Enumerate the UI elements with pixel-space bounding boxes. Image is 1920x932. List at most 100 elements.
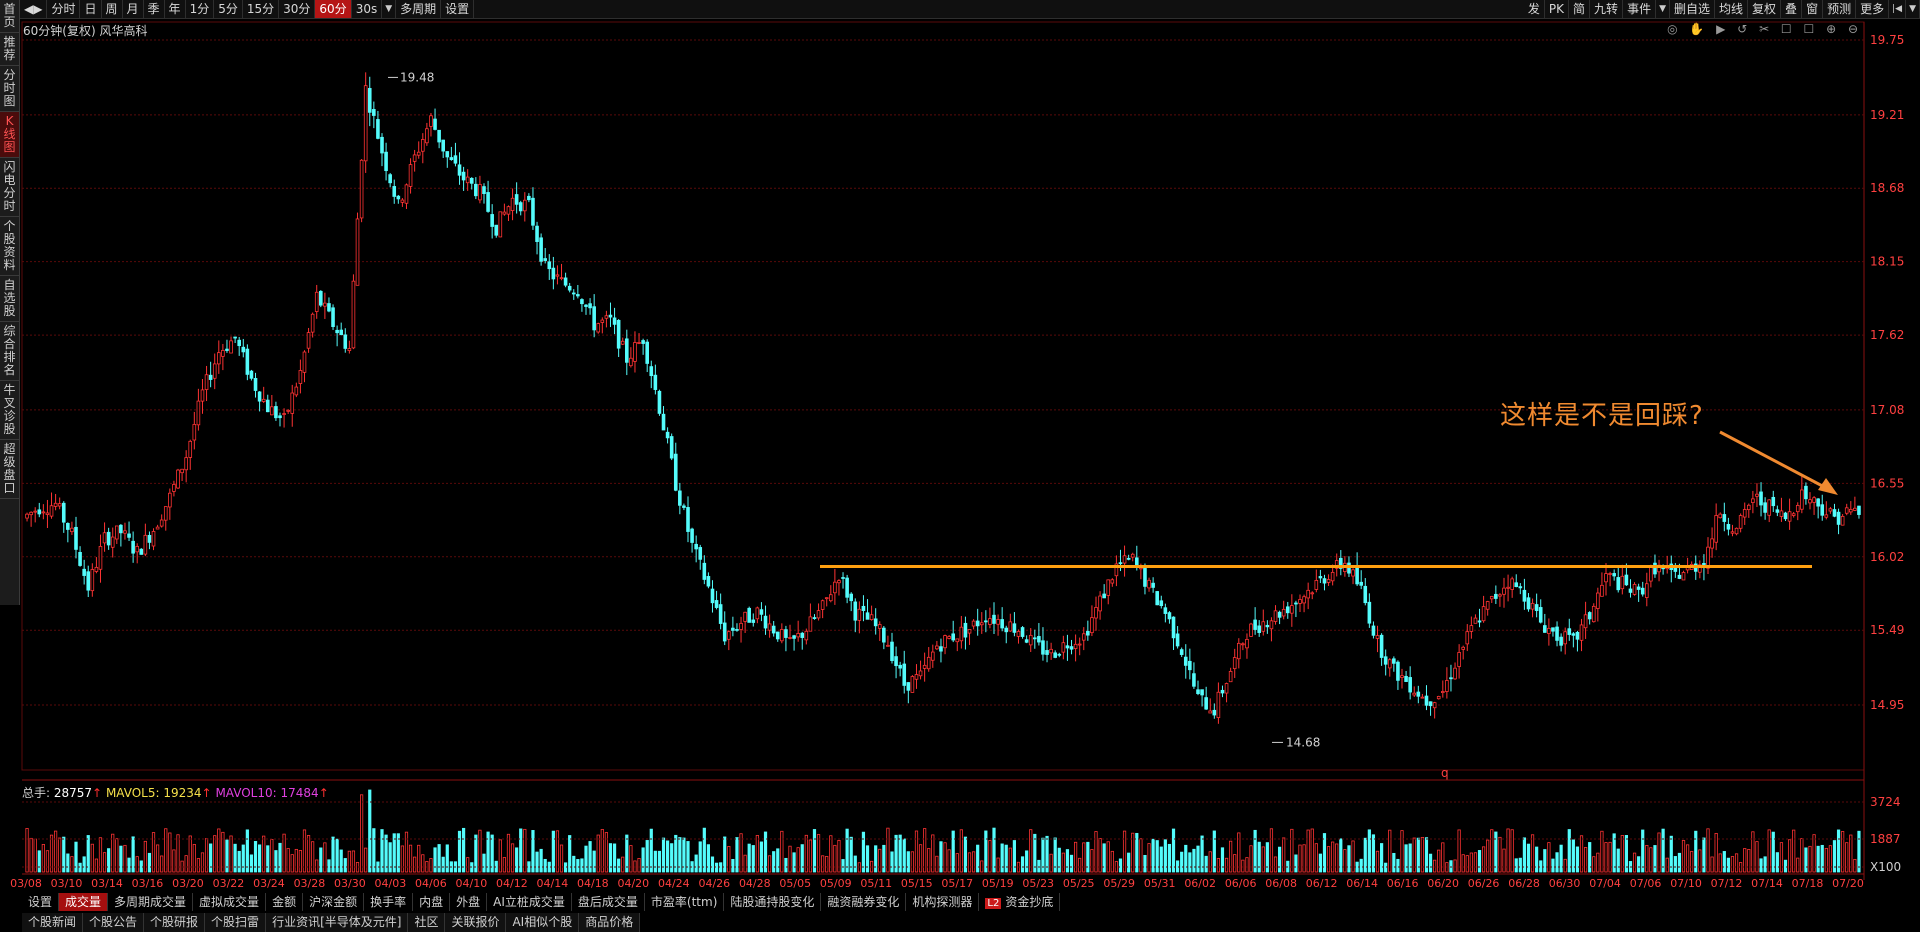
left-nav-item[interactable]: 个股资料 [0,217,19,276]
volume-bar [633,860,637,873]
news-tab[interactable]: 个股扫雷 [205,913,267,932]
indicator-tab[interactable]: 虚拟成交量 [193,893,267,911]
candle-body [861,605,866,611]
period-button[interactable]: 分时 [47,0,81,18]
indicator-tab[interactable]: 融资融券变化 [821,893,907,911]
candle-body [82,568,86,576]
news-tab[interactable]: AI相似个股 [506,913,580,932]
candle-body [1547,627,1551,634]
period-button[interactable]: 周 [102,0,123,18]
candle-body [376,119,380,139]
volume-bar [233,843,237,873]
candle-body [1518,586,1523,589]
tool-button[interactable]: 更多 [1856,0,1890,18]
candle-body [714,600,719,608]
left-nav-item[interactable]: 闪电分时 [0,158,19,217]
volume-bar [1188,852,1192,873]
candle-body [1094,607,1098,619]
news-tab[interactable]: 个股公告 [83,913,145,932]
volume-bar [886,827,890,873]
news-tab[interactable]: 个股新闻 [22,913,84,932]
candle-body [245,348,250,375]
tool-button[interactable]: 窗 [1802,0,1824,18]
news-tab[interactable]: 社区 [408,913,446,932]
period-button[interactable]: 设置 [441,0,475,18]
candle-body [1118,562,1123,565]
period-button[interactable]: 日 [80,0,102,18]
indicator-tab[interactable]: AI立桩成交量 [487,893,572,911]
indicator-tab[interactable]: 内盘 [413,893,451,911]
period-button[interactable]: 5分 [214,0,243,18]
period-button[interactable]: 月 [123,0,144,18]
left-nav-item[interactable]: 牛叉诊股 [0,381,19,440]
menu-toggle-icon[interactable]: ◀▶ [20,0,48,18]
left-nav-item[interactable]: 分时图 [0,66,19,112]
candle-body [612,317,617,325]
tool-button[interactable]: 简 [1569,0,1591,18]
indicator-tab[interactable]: 外盘 [450,893,488,911]
volume-bar [686,841,690,873]
tool-button[interactable]: 复权 [1748,0,1782,18]
volume-bar [1090,849,1094,873]
chart-tool-icons[interactable]: ◎ ✋ ▶ ↺ ✂ ☐ ☐ ⊕ ⊖ [1667,22,1862,36]
tool-button[interactable]: PK [1545,0,1570,18]
news-tab[interactable]: 行业资讯[半导体及元件] [266,913,409,932]
news-tab[interactable]: 个股研报 [144,913,206,932]
candle-body [343,334,348,349]
indicator-tab[interactable]: 沪深金额 [303,893,365,911]
indicator-tab[interactable]: 陆股通持股变化 [724,893,822,911]
indicator-tab[interactable]: 机构探测器 [906,893,980,911]
left-nav-item[interactable]: 自选股 [0,276,19,322]
event-dropdown-icon[interactable]: ▼ [1656,0,1670,18]
indicator-tab[interactable]: 成交量 [59,893,109,911]
candle-body [1775,509,1780,513]
candle-body [1759,491,1763,506]
candle-body [1392,658,1396,664]
period-button[interactable]: 年 [165,0,186,18]
candle-body [1445,680,1449,692]
volume-bar [763,831,768,873]
tool-button[interactable]: 事件 [1623,0,1657,18]
indicator-tab[interactable]: 金额 [266,893,304,911]
left-nav-item[interactable]: 综合排名 [0,322,19,381]
tool-button[interactable]: 发 [1524,0,1545,18]
period-button[interactable]: 30分 [279,0,316,18]
tool-button[interactable]: 均线 [1715,0,1749,18]
x-tick-label: 05/17 [941,877,973,890]
period-button[interactable]: 30s [352,0,383,18]
left-nav-item[interactable]: 推荐 [0,33,19,66]
news-tab[interactable]: 关联报价 [445,913,507,932]
left-nav-item[interactable]: 超级盘口 [0,440,19,499]
volume-bar [927,848,931,873]
dropdown-icon[interactable]: ▼ [1906,0,1920,18]
left-nav-item[interactable]: 首页 [0,0,19,33]
candle-body [1151,582,1155,588]
tool-button[interactable]: 九转 [1590,0,1624,18]
indicator-tab[interactable]: L2 资金抄底 [979,893,1061,911]
y-tick-label: 16.02 [1870,550,1904,564]
collapse-icon[interactable]: |◀ [1889,0,1907,18]
tool-button[interactable]: 叠 [1781,0,1803,18]
indicator-tab[interactable]: 市盈率(ttm) [645,893,725,911]
candle-body [682,505,686,508]
candle-body [282,413,286,415]
indicator-tabs: 设置 成交量 多周期成交量 虚拟成交量 金额 沪深金额 换手率 内盘 外盘 AI立桩成交量 盘后成交… [22,893,1061,912]
tool-button[interactable]: 删自选 [1670,0,1716,18]
period-button[interactable]: 季 [144,0,165,18]
candle-body [1379,634,1384,658]
indicator-tab[interactable]: 盘后成交量 [572,893,645,911]
x-tick-label: 03/14 [91,877,123,890]
period-button[interactable]: 多周期 [396,0,442,18]
tool-button[interactable]: 预测 [1823,0,1857,18]
indicator-tab[interactable]: 设置 [22,893,60,911]
period-dropdown-icon[interactable]: ▼ [382,0,397,18]
period-button[interactable]: 15分 [243,0,280,18]
news-tab[interactable]: 商品价格 [579,913,641,932]
candle-body [1795,505,1800,513]
period-button[interactable]: 60分 [315,0,352,18]
indicator-tab[interactable]: 换手率 [364,893,414,911]
period-button[interactable]: 1分 [186,0,215,18]
left-nav-item[interactable]: K线图 [0,112,19,158]
indicator-tab[interactable]: 多周期成交量 [108,893,194,911]
